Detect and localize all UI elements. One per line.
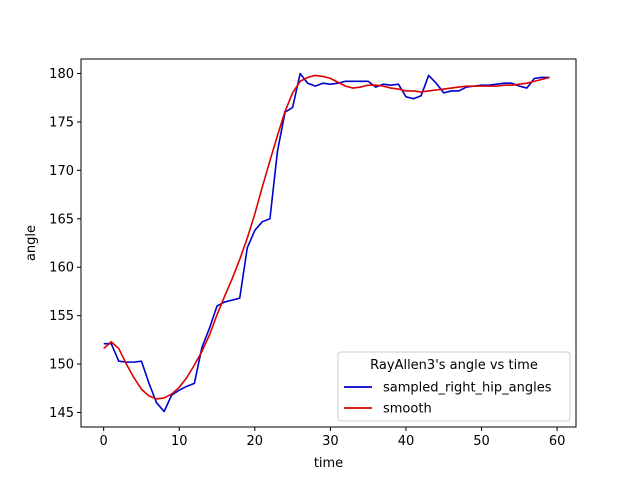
y-tick-label: 150 [49,358,74,373]
x-tick-label: 30 [322,434,339,449]
x-tick-label: 60 [549,434,566,449]
y-axis: 145 150 155 160 165 170 175 180 [49,67,81,421]
y-tick-label: 170 [49,164,74,179]
y-tick-label: 145 [49,406,74,421]
legend-title: RayAllen3's angle vs time [370,358,538,373]
x-tick-label: 50 [473,434,490,449]
x-axis: 0 10 20 30 40 50 60 [100,427,566,449]
y-tick-label: 155 [49,309,74,324]
x-tick-label: 10 [171,434,188,449]
legend-label-1: smooth [383,402,432,417]
x-tick-label: 40 [398,434,415,449]
x-tick-label: 20 [247,434,264,449]
y-axis-label: angle [24,225,39,261]
x-axis-label: time [314,456,343,471]
series-line-1 [103,74,550,400]
series-layer [103,72,550,413]
y-tick-label: 160 [49,261,74,276]
plot-area [80,58,577,428]
legend: RayAllen3's angle vs time sampled_right_… [337,351,571,422]
legend-box [337,351,571,422]
y-tick-label: 180 [49,67,74,82]
x-tick-label: 0 [100,434,108,449]
y-tick-label: 165 [49,212,74,227]
y-tick-label: 175 [49,115,74,130]
legend-label-0: sampled_right_hip_angles [383,381,552,396]
